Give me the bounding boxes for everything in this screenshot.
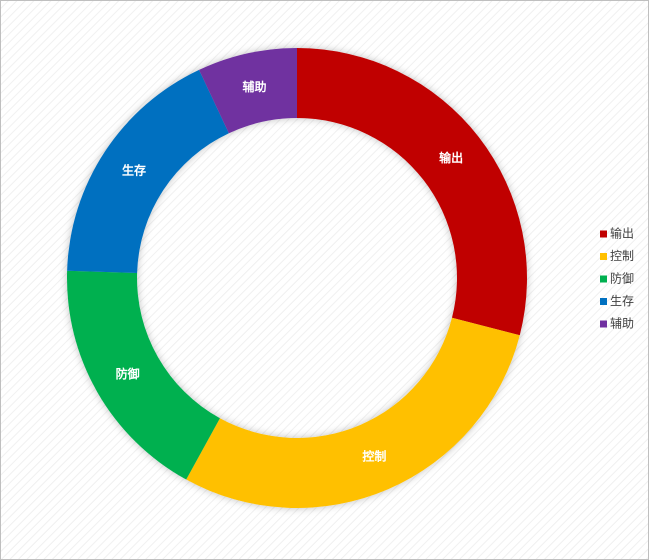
donut-segment: [186, 317, 520, 508]
data-label: 控制: [362, 448, 386, 463]
legend-swatch: [600, 253, 607, 260]
data-label: 防御: [116, 366, 140, 381]
legend-swatch: [600, 230, 607, 238]
legend-label: 控制: [610, 249, 634, 263]
legend-swatch: [600, 298, 607, 305]
donut-segment: [66, 270, 220, 480]
ring: [66, 48, 527, 508]
donut-segment: [199, 48, 297, 134]
data-label: 生存: [122, 162, 146, 177]
legend-label: 输出: [610, 226, 634, 241]
data-label: 输出: [439, 150, 463, 165]
legend-label: 防御: [610, 271, 634, 286]
legend-swatch: [600, 320, 607, 328]
donut-segment: [297, 48, 527, 336]
legend-label: 生存: [610, 294, 634, 308]
legend-label: 辅助: [610, 317, 634, 331]
donut-segment: [67, 69, 229, 273]
legend-swatch: [600, 275, 607, 283]
data-label: 辅助: [242, 79, 266, 94]
